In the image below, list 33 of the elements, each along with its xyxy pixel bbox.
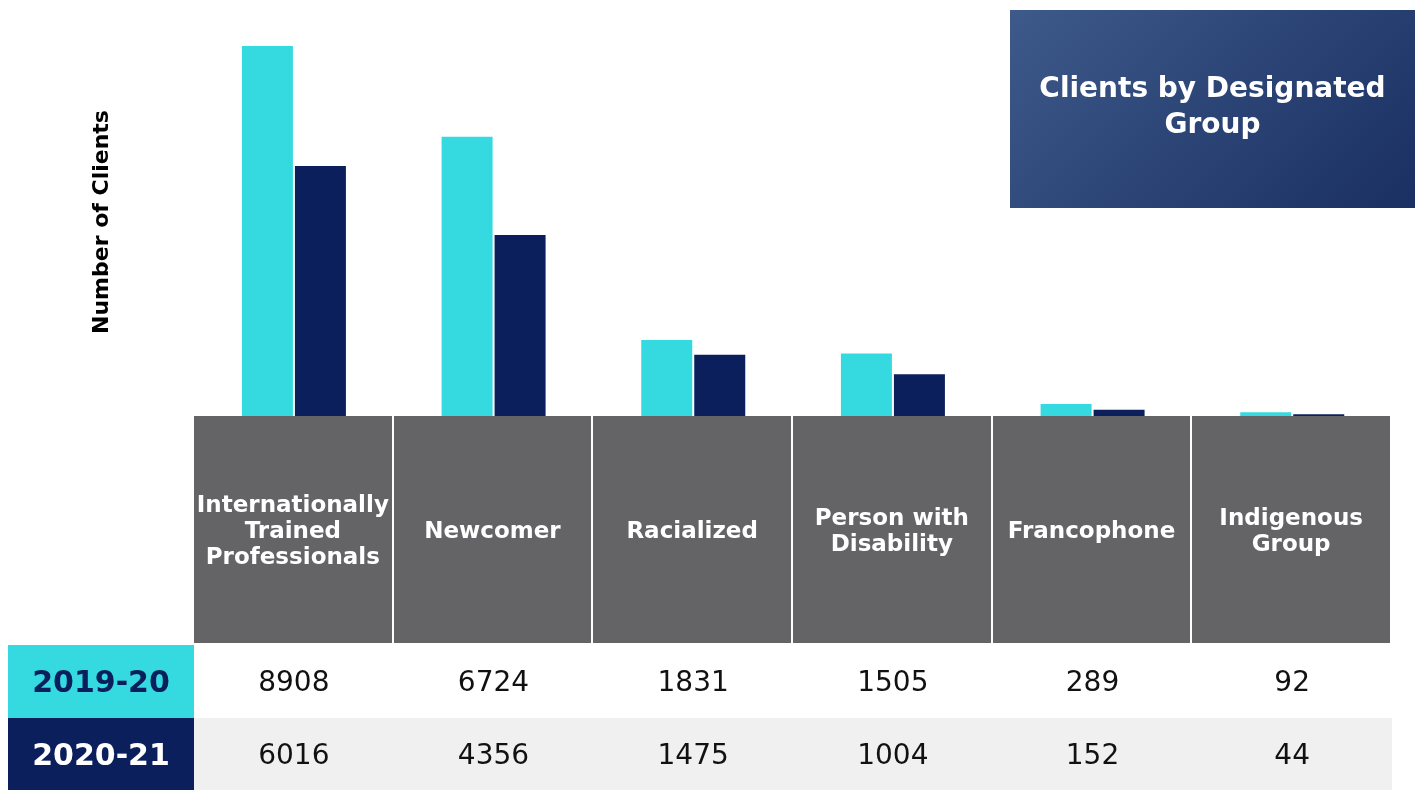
bar (840, 353, 892, 416)
bar (893, 374, 945, 416)
text: 2020-21 (8, 718, 194, 790)
x-tick-label: Person with Disability (793, 416, 991, 643)
y-axis-title: Number of Clients (87, 110, 113, 334)
data-label: 6724 (456, 664, 531, 700)
x-tick-label: Racialized (593, 416, 791, 643)
data-label: 289 (1064, 664, 1121, 700)
x-tick-label: Newcomer (393, 416, 592, 643)
data-label: 6016 (257, 737, 331, 773)
data-label: 4356 (456, 737, 531, 773)
text: 2019-20 (8, 645, 194, 718)
x-tick-label: Internationally Trained Professionals (194, 416, 392, 643)
data-label: 8908 (257, 664, 331, 700)
data-label: 92 (1273, 664, 1311, 700)
bar (1040, 404, 1092, 416)
data-label: 1505 (856, 664, 930, 700)
bar (494, 235, 546, 416)
data-label: 1831 (656, 664, 730, 700)
x-tick-label: Indigenous Group (1192, 416, 1390, 643)
data-label: 1004 (856, 737, 930, 773)
data-label: 1475 (656, 737, 730, 773)
x-tick-label: Francophone (992, 416, 1191, 643)
bar (641, 339, 693, 416)
bar (694, 354, 746, 416)
bar (294, 166, 346, 416)
bar (1240, 412, 1292, 416)
bar (241, 46, 293, 416)
text: Clients by Designated Group (1038, 70, 1387, 143)
data-label: 44 (1273, 737, 1311, 773)
data-label: 152 (1064, 737, 1121, 773)
bar (1093, 409, 1145, 416)
bar (441, 136, 493, 416)
